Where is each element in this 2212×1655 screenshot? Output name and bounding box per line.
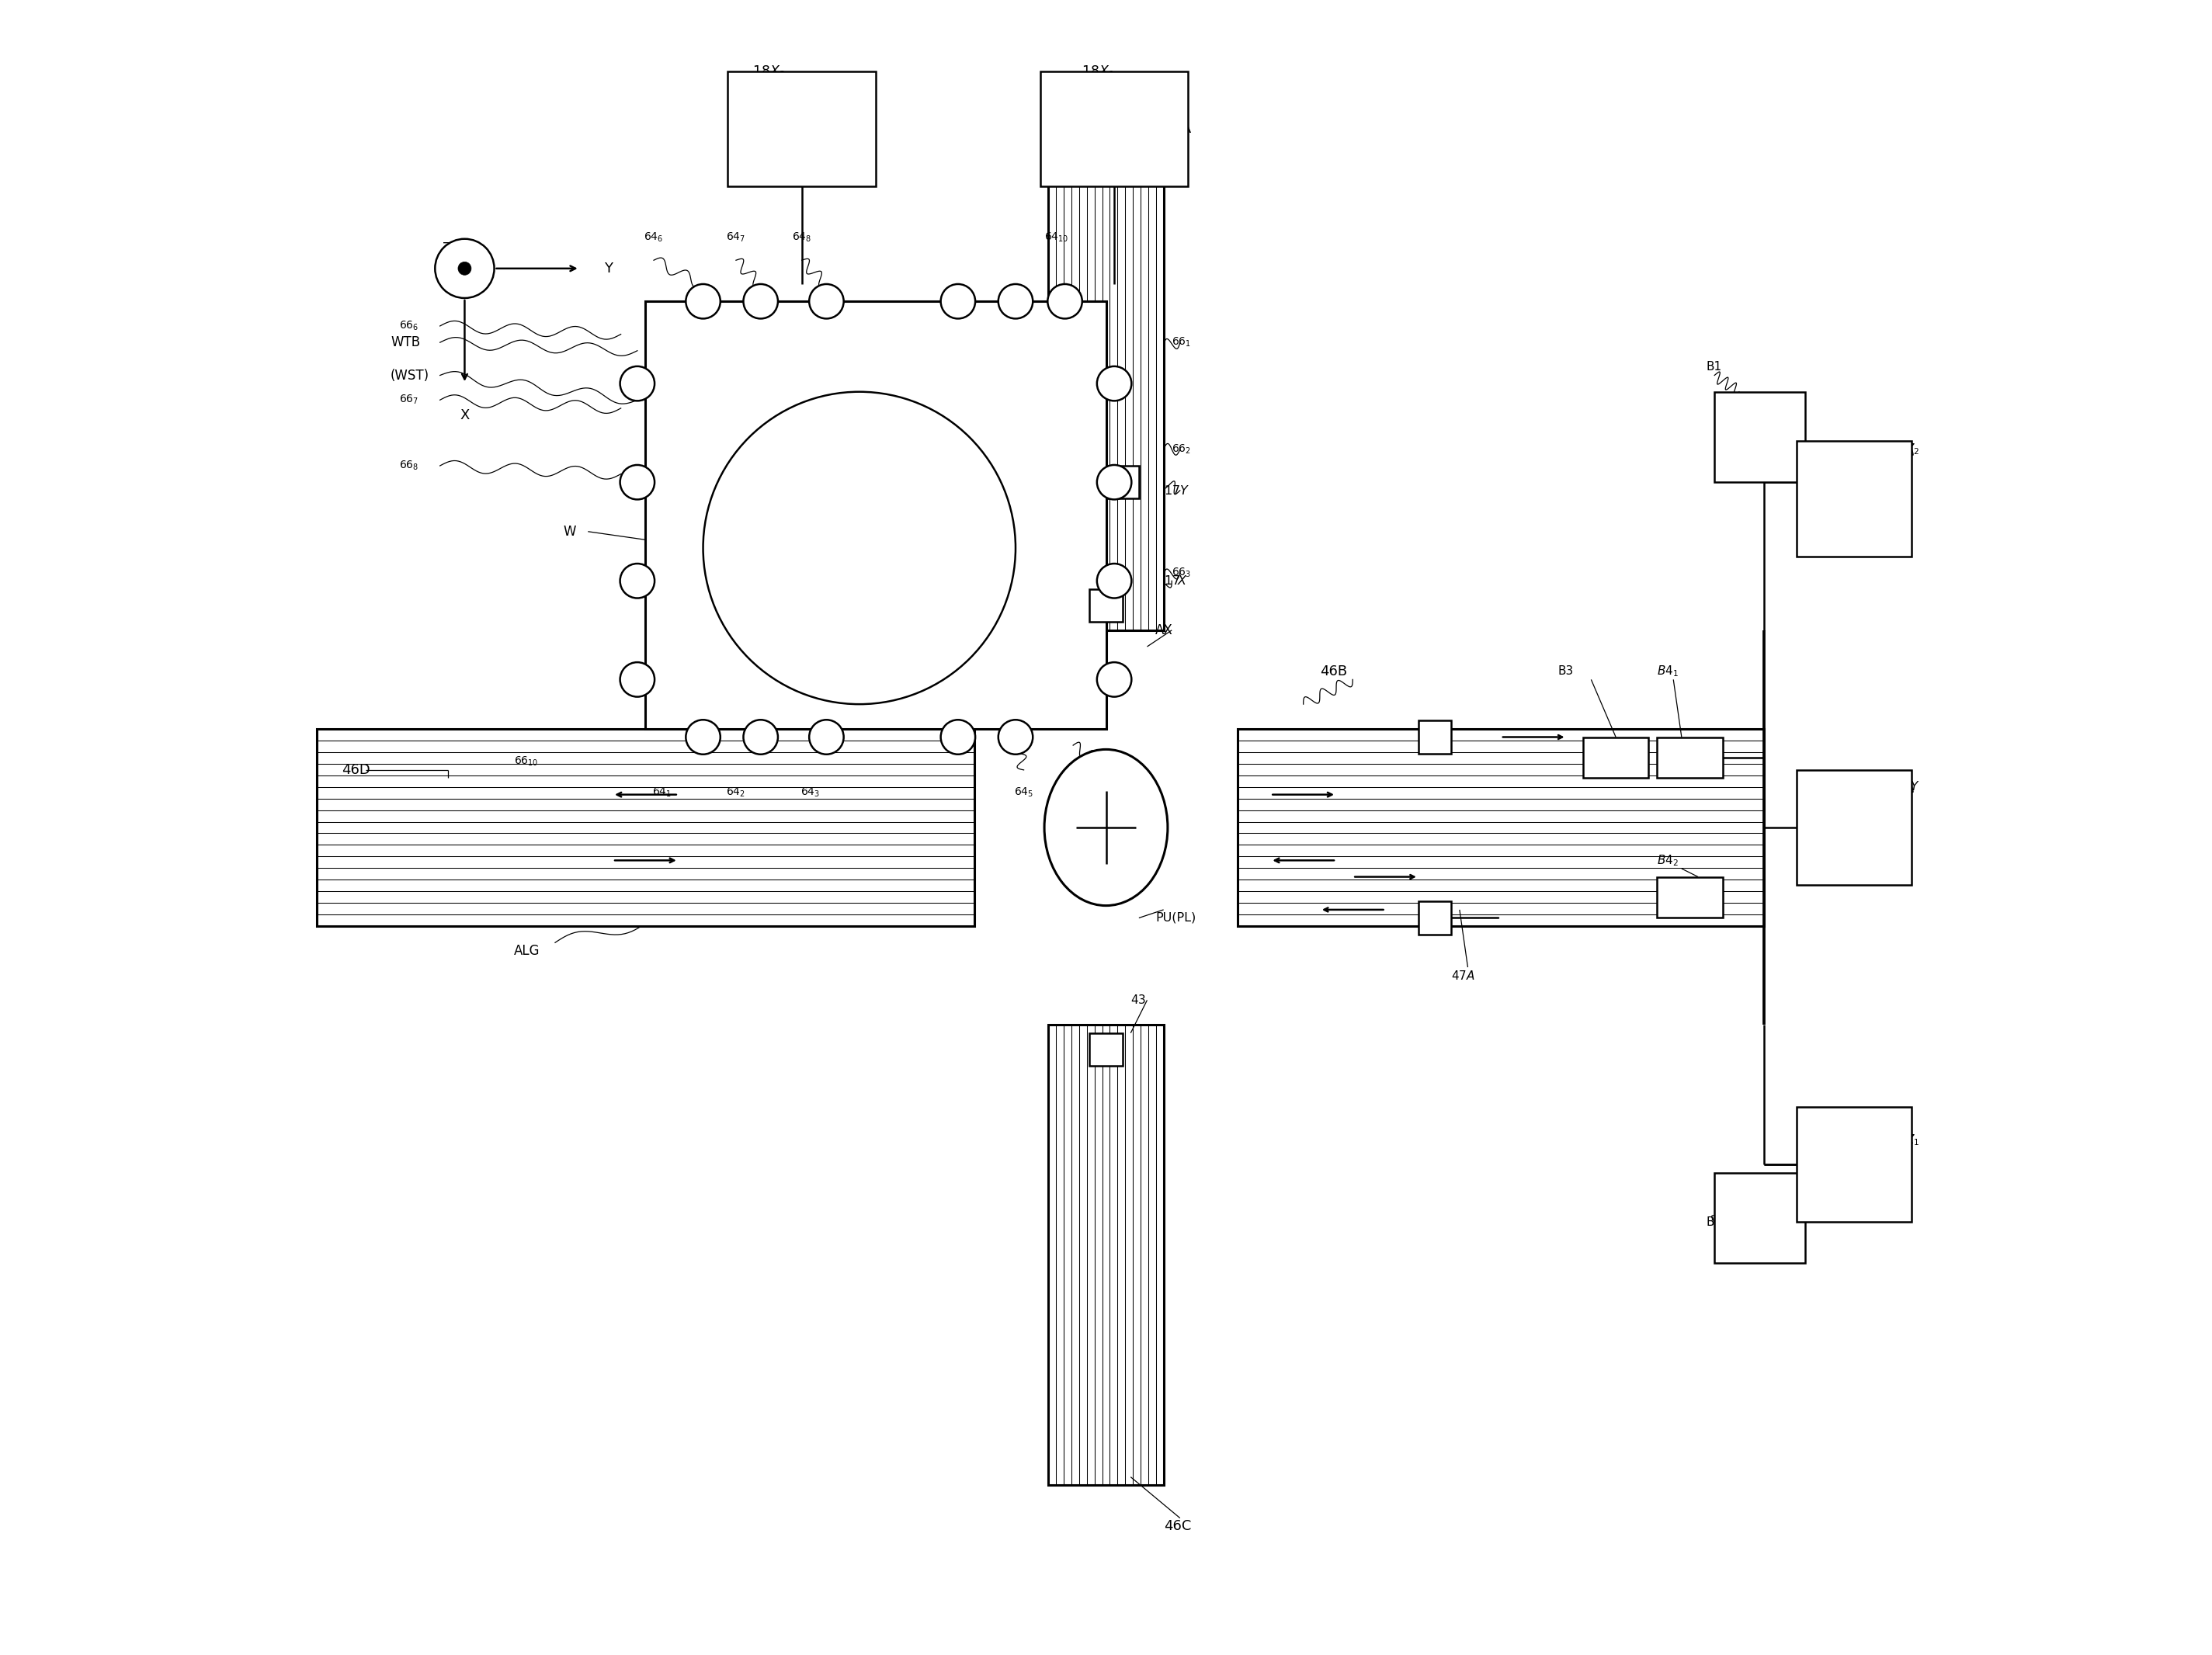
Text: $66_7$: $66_7$	[398, 394, 418, 407]
Text: $64_6$: $64_6$	[644, 232, 664, 243]
Text: (WST): (WST)	[392, 369, 429, 382]
Circle shape	[743, 285, 779, 319]
Text: 46A: 46A	[1164, 122, 1190, 136]
Text: Y: Y	[604, 261, 613, 275]
Text: $18Z_1$: $18Z_1$	[1891, 1132, 1920, 1147]
Text: $64_2$: $64_2$	[726, 786, 745, 799]
Text: $18X_1$: $18X_1$	[1082, 63, 1115, 79]
Text: 46C: 46C	[1164, 1519, 1190, 1533]
Circle shape	[458, 261, 471, 275]
Circle shape	[998, 285, 1033, 319]
Bar	[1418, 902, 1451, 935]
Text: $47A$: $47A$	[1451, 970, 1475, 981]
Text: AX: AX	[1155, 624, 1172, 637]
Bar	[1091, 1033, 1121, 1066]
Bar	[1796, 770, 1911, 885]
Bar	[1106, 465, 1139, 498]
Bar	[1040, 71, 1188, 187]
Text: B3: B3	[1557, 665, 1575, 677]
Text: X: X	[460, 409, 469, 422]
Text: 46B: 46B	[1321, 664, 1347, 679]
Circle shape	[1097, 366, 1133, 401]
Bar	[1796, 442, 1911, 556]
Bar	[1657, 877, 1723, 919]
Bar	[1091, 589, 1121, 622]
Bar	[1237, 728, 1763, 927]
Bar	[1048, 1024, 1164, 1485]
Circle shape	[810, 285, 843, 319]
Text: 46D: 46D	[341, 763, 369, 776]
Text: $66_8$: $66_8$	[398, 460, 418, 472]
Text: $66_2$: $66_2$	[1172, 444, 1192, 455]
Bar	[728, 71, 876, 187]
Bar	[1796, 1107, 1911, 1221]
Circle shape	[1048, 285, 1082, 319]
Text: B1: B1	[1705, 361, 1721, 372]
Text: $B4_1$: $B4_1$	[1657, 664, 1679, 679]
Text: $66_1$: $66_1$	[1172, 336, 1192, 349]
Circle shape	[686, 285, 721, 319]
Bar	[1657, 736, 1723, 778]
Text: $64_7$: $64_7$	[726, 232, 745, 243]
Circle shape	[810, 720, 843, 755]
Circle shape	[619, 564, 655, 597]
Bar	[1584, 736, 1648, 778]
Circle shape	[619, 465, 655, 500]
Circle shape	[743, 720, 779, 755]
Text: $18Z_2$: $18Z_2$	[1891, 442, 1920, 457]
Circle shape	[1097, 564, 1133, 597]
Text: $66_3$: $66_3$	[1172, 566, 1192, 579]
Circle shape	[619, 662, 655, 697]
Circle shape	[436, 238, 493, 298]
Circle shape	[686, 720, 721, 755]
Bar	[1714, 1173, 1805, 1263]
Circle shape	[703, 392, 1015, 703]
Circle shape	[940, 285, 975, 319]
Circle shape	[1097, 662, 1133, 697]
Text: $18X_2$: $18X_2$	[752, 63, 785, 79]
Text: ALG: ALG	[513, 943, 540, 958]
Ellipse shape	[1044, 750, 1168, 905]
Text: WTB: WTB	[392, 336, 420, 349]
Text: $18Y$: $18Y$	[1896, 780, 1920, 793]
Text: W: W	[564, 525, 575, 538]
Text: $17X$: $17X$	[1164, 574, 1188, 588]
Text: $64_1$: $64_1$	[653, 786, 672, 799]
Circle shape	[1097, 465, 1133, 500]
Bar	[316, 728, 975, 927]
Text: $17Y$: $17Y$	[1164, 485, 1190, 496]
Bar	[646, 301, 1106, 728]
Text: $66_5$: $66_5$	[1091, 763, 1108, 776]
Text: $64_{10}$: $64_{10}$	[1044, 232, 1068, 243]
Text: $66_6$: $66_6$	[398, 319, 418, 333]
Circle shape	[998, 720, 1033, 755]
Circle shape	[940, 720, 975, 755]
Text: $64_8$: $64_8$	[792, 232, 812, 243]
Bar	[1048, 170, 1164, 631]
Bar	[1714, 392, 1805, 482]
Text: $64_5$: $64_5$	[1013, 786, 1033, 799]
Text: $64_3$: $64_3$	[801, 786, 821, 799]
Circle shape	[619, 366, 655, 401]
Text: B1: B1	[1705, 1216, 1721, 1228]
Text: $43$: $43$	[1130, 995, 1146, 1006]
Text: $B4_2$: $B4_2$	[1657, 852, 1679, 867]
Bar	[1418, 720, 1451, 753]
Text: Z: Z	[442, 242, 451, 255]
Text: $66_{10}$: $66_{10}$	[513, 755, 538, 768]
Text: PU(PL): PU(PL)	[1155, 912, 1197, 923]
